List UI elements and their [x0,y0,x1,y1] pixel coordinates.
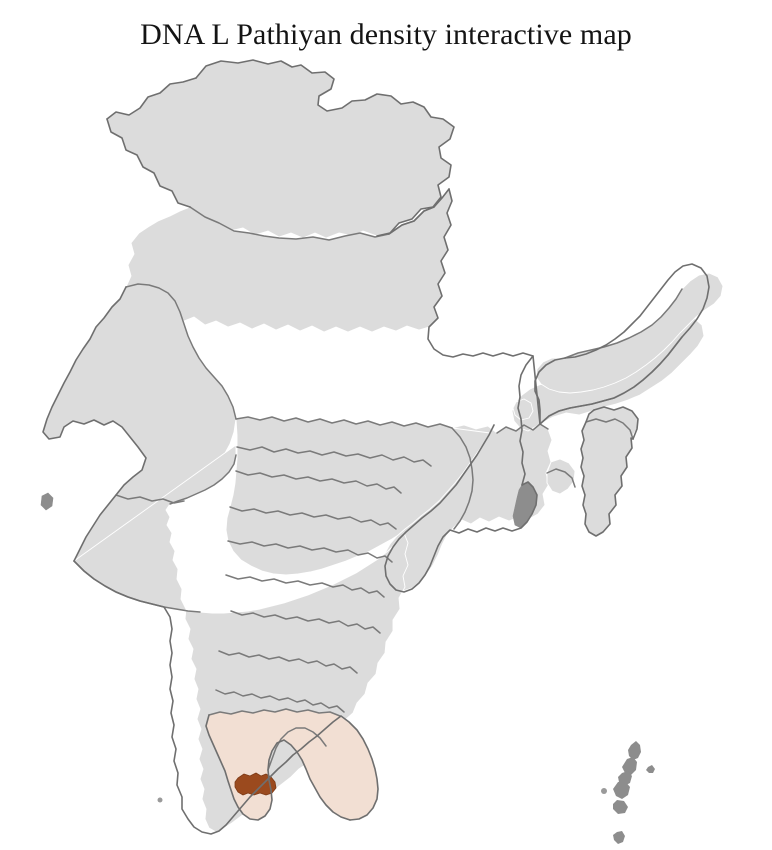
region-tripura[interactable] [546,458,576,495]
map-layer-andaman-nicobar[interactable] [601,741,660,850]
map-layer-land [40,59,724,833]
map-layer-country-outline [42,59,710,835]
map-canvas[interactable] [0,55,772,850]
island-car-nicobar [613,831,625,844]
island-south-andaman [613,781,630,799]
island-narcondam [646,765,655,773]
page-title: DNA L Pathiyan density interactive map [140,18,632,51]
island-middle-andaman [622,757,637,775]
island-barren [601,788,607,794]
island-lakshadweep [157,797,163,803]
region-jammu-kashmir[interactable] [106,59,455,239]
india-choropleth-map[interactable] [0,55,772,850]
map-layer-lakshadweep[interactable] [157,797,163,803]
island-north-andaman [628,741,641,760]
region-gujarat-islet [40,492,54,511]
island-little-andaman [613,800,628,814]
